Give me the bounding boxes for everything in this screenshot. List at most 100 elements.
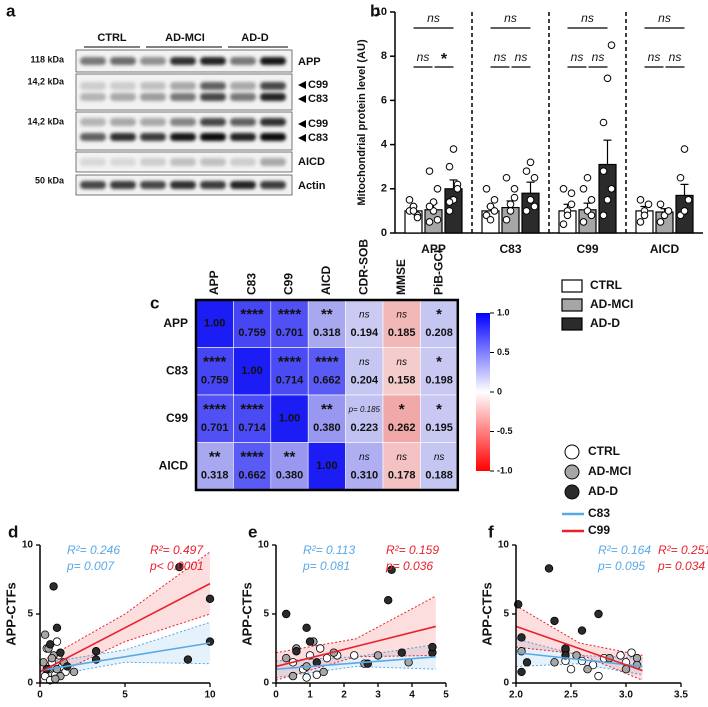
y-tick-label: 5 <box>27 609 33 620</box>
legend-label: C83 <box>588 506 610 520</box>
data-point <box>637 219 644 226</box>
blot-band <box>110 158 136 166</box>
sig-label: ns <box>658 11 671 25</box>
blot-band <box>230 118 256 126</box>
blot-band <box>140 57 166 65</box>
panel-letter: c <box>150 293 159 312</box>
significance: ns <box>359 452 370 463</box>
cell-value: 1.00 <box>279 413 300 425</box>
blot-band <box>230 57 256 65</box>
x-tick-label: 4 <box>409 690 415 701</box>
colorbar-label: 0.5 <box>497 347 510 357</box>
data-point <box>57 649 65 657</box>
group-label: AD-D <box>241 32 269 44</box>
data-point <box>523 168 530 175</box>
annotation: p= 0.007 <box>66 559 115 573</box>
cell-value: 0.310 <box>351 469 379 481</box>
data-point <box>568 190 575 197</box>
significance: **** <box>240 401 264 418</box>
arrowhead <box>298 134 306 142</box>
significance: ns <box>359 357 370 368</box>
legend-marker <box>565 485 579 499</box>
blot-band <box>200 57 226 65</box>
blot-band <box>260 57 286 65</box>
sig-label: ns <box>669 50 682 64</box>
data-point <box>588 212 595 219</box>
significance: **** <box>315 353 339 370</box>
significance: ** <box>321 401 333 418</box>
arrowhead <box>298 95 306 103</box>
data-point <box>665 208 672 215</box>
legend-label: AD-MCI <box>590 297 633 311</box>
blot-band <box>80 181 106 189</box>
panel-letter: f <box>488 522 494 541</box>
blot-label: C83 <box>308 132 328 144</box>
blot-band <box>260 133 286 141</box>
data-point <box>414 214 421 221</box>
blot-band <box>110 57 136 65</box>
cell-value: 0.158 <box>388 374 416 386</box>
cell-value: 0.194 <box>351 327 379 339</box>
significance: ** <box>321 306 333 323</box>
cell-value: 0.759 <box>201 374 229 386</box>
blot-band <box>230 158 256 166</box>
cell-value: 1.00 <box>204 318 225 330</box>
annotation: p= 0.095 <box>597 559 645 573</box>
blot-band <box>230 133 256 141</box>
data-point <box>206 638 214 646</box>
x-tick-label: C99 <box>576 242 598 256</box>
blot-label: C99 <box>308 118 328 130</box>
annotation: R²= 0.246 <box>67 543 120 557</box>
data-point <box>52 675 60 683</box>
legend-label: AD-D <box>590 316 620 330</box>
data-point <box>487 216 494 223</box>
significance: ns <box>359 310 370 321</box>
cell-value: 0.204 <box>351 374 379 386</box>
data-point <box>580 186 587 193</box>
blot-band <box>200 181 226 189</box>
data-point <box>584 174 591 181</box>
data-point <box>604 75 611 82</box>
data-point <box>384 596 392 604</box>
blot-band <box>80 158 106 166</box>
annotation: p= 0.036 <box>385 559 433 573</box>
data-point <box>483 186 490 193</box>
data-point <box>600 212 607 219</box>
data-point <box>503 216 510 223</box>
arrowhead <box>298 120 306 128</box>
data-point <box>573 652 581 660</box>
cell-value: 0.662 <box>238 469 266 481</box>
data-point <box>303 624 311 632</box>
x-tick-label: 5 <box>122 690 128 701</box>
data-point <box>511 186 518 193</box>
significance: * <box>399 401 405 418</box>
data-point <box>681 146 688 153</box>
legend-marker <box>565 465 579 479</box>
heatmap-cell <box>383 348 420 396</box>
data-point <box>567 665 575 673</box>
legend-label: CTRL <box>590 278 622 292</box>
blot-band <box>230 181 256 189</box>
data-point <box>364 660 372 668</box>
blot-label: C99 <box>308 79 328 91</box>
row-label: C99 <box>166 411 188 425</box>
legend-marker <box>565 445 579 459</box>
significance: **** <box>203 401 227 418</box>
colorbar <box>476 313 490 471</box>
blot-band <box>260 82 286 90</box>
cell-value: 0.318 <box>201 469 229 481</box>
data-point <box>454 186 461 193</box>
data-point <box>507 201 514 208</box>
column-label: CDR-SOB <box>356 239 370 295</box>
data-point <box>600 119 607 126</box>
annotation: p= 0.081 <box>302 559 350 573</box>
data-point <box>645 201 652 208</box>
data-point <box>434 216 441 223</box>
blot-band <box>200 93 226 101</box>
group-label: CTRL <box>97 32 127 44</box>
cell-value: 0.714 <box>238 422 266 434</box>
data-point <box>46 641 54 649</box>
cell-value: 0.701 <box>276 327 304 339</box>
data-point <box>50 583 58 591</box>
y-tick-label: 0 <box>27 678 33 689</box>
